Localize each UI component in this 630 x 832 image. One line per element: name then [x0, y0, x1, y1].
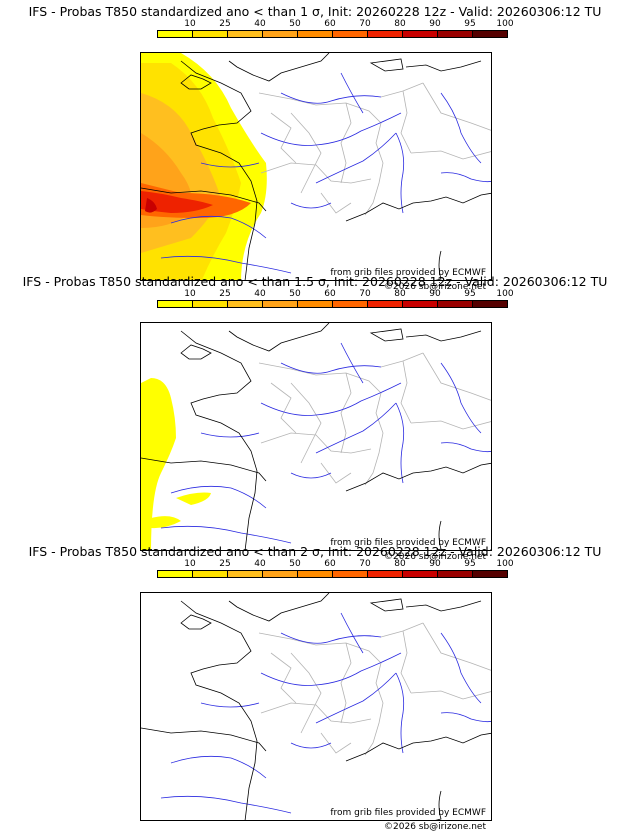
map-area: [140, 52, 492, 281]
legend-label: 100: [496, 289, 514, 299]
legend-label: 95: [464, 559, 476, 569]
legend-swatch: [437, 570, 473, 578]
legend-swatch: [192, 30, 228, 38]
legend-label: 80: [394, 559, 406, 569]
legend-label: 10: [184, 289, 196, 299]
legend-label: 50: [289, 19, 301, 29]
legend-label: 95: [464, 289, 476, 299]
legend-swatch: [437, 30, 473, 38]
legend-swatch: [472, 570, 508, 578]
legend-swatch: [157, 300, 193, 308]
legend-label: 95: [464, 19, 476, 29]
probability-region: [141, 378, 176, 550]
legend-label: 60: [324, 559, 336, 569]
legend-label: 70: [359, 19, 371, 29]
legend-label: 10: [184, 19, 196, 29]
legend-label: 90: [429, 19, 441, 29]
legend-swatch: [402, 300, 438, 308]
legend-swatch: [297, 570, 333, 578]
legend-swatch: [332, 30, 368, 38]
map-panel-3: IFS - Probas T850 standardized ano < tha…: [0, 544, 630, 832]
legend-swatch: [157, 570, 193, 578]
legend-swatch: [437, 300, 473, 308]
legend-label: 90: [429, 559, 441, 569]
legend-swatch: [192, 570, 228, 578]
legend-swatch: [472, 300, 508, 308]
legend-swatch: [367, 300, 403, 308]
map-panel-2: IFS - Probas T850 standardized ano < tha…: [0, 274, 630, 562]
legend-label: 25: [219, 289, 231, 299]
legend-label: 90: [429, 289, 441, 299]
legend-swatch: [262, 570, 298, 578]
copyright-credit: ©2026 sb@irizone.net: [384, 552, 486, 562]
legend-label: 40: [254, 19, 266, 29]
legend-label: 70: [359, 289, 371, 299]
legend-swatch: [227, 30, 263, 38]
map-area: [140, 322, 492, 551]
map-panel-1: IFS - Probas T850 standardized ano < tha…: [0, 4, 630, 292]
map-drawing: [141, 323, 491, 550]
legend-swatch: [472, 30, 508, 38]
panel-title: IFS - Probas T850 standardized ano < tha…: [28, 544, 602, 559]
legend-swatch: [262, 300, 298, 308]
legend-swatch: [192, 300, 228, 308]
legend-swatch: [227, 570, 263, 578]
legend-swatch: [157, 30, 193, 38]
source-credit: from grib files provided by ECMWF: [330, 808, 486, 818]
source-credit: from grib files provided by ECMWF: [330, 538, 486, 548]
legend-label: 50: [289, 289, 301, 299]
panel-title: IFS - Probas T850 standardized ano < tha…: [22, 274, 608, 289]
legend-swatch: [367, 30, 403, 38]
probability-region: [141, 191, 213, 213]
legend-label: 100: [496, 19, 514, 29]
copyright-credit: ©2026 sb@irizone.net: [384, 282, 486, 292]
panel-title: IFS - Probas T850 standardized ano < tha…: [28, 4, 602, 19]
legend-label: 60: [324, 19, 336, 29]
legend-label: 25: [219, 559, 231, 569]
legend-label: 50: [289, 559, 301, 569]
legend-swatch: [297, 300, 333, 308]
legend-label: 25: [219, 19, 231, 29]
color-legend: 10 25 40 50 60 70 80 90 95 100: [157, 559, 514, 581]
source-credit: from grib files provided by ECMWF: [330, 268, 486, 278]
legend-label: 100: [496, 559, 514, 569]
legend-swatch: [367, 570, 403, 578]
legend-swatch: [332, 570, 368, 578]
legend-swatch: [402, 30, 438, 38]
copyright-credit: ©2026 sb@irizone.net: [384, 822, 486, 832]
probability-region: [176, 492, 211, 505]
legend-label: 10: [184, 559, 196, 569]
map-drawing: [141, 593, 491, 820]
legend-label: 70: [359, 559, 371, 569]
legend-label: 80: [394, 289, 406, 299]
legend-swatch: [262, 30, 298, 38]
legend-label: 40: [254, 559, 266, 569]
legend-swatch: [402, 570, 438, 578]
probability-region: [151, 516, 181, 529]
legend-label: 60: [324, 289, 336, 299]
map-drawing: [141, 53, 491, 280]
legend-swatch: [297, 30, 333, 38]
color-legend: 10 25 40 50 60 70 80 90 95 100: [157, 19, 514, 41]
probability-region: [145, 198, 157, 213]
legend-swatch: [227, 300, 263, 308]
map-area: [140, 592, 492, 821]
legend-label: 40: [254, 289, 266, 299]
legend-label: 80: [394, 19, 406, 29]
color-legend: 10 25 40 50 60 70 80 90 95 100: [157, 289, 514, 311]
legend-swatch: [332, 300, 368, 308]
